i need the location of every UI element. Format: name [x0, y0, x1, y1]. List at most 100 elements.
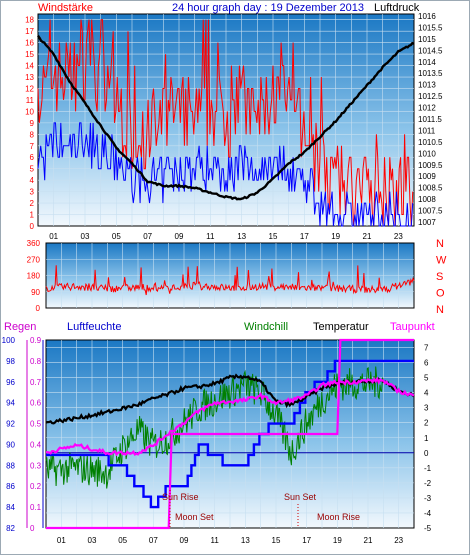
wind-x-tick-label: 17 [300, 232, 309, 241]
wind-x-tick-label: 01 [49, 232, 58, 241]
wind-average-bars [37, 122, 414, 227]
humidity-axis-ticks: 100 98 96 94 92 90 88 86 84 82 [2, 336, 16, 533]
bottom-x-tick-label: 23 [394, 536, 403, 545]
wind-left-tick-label: 12 [25, 84, 34, 93]
bottom-x-tick-label: 15 [272, 536, 281, 545]
wind-x-axis-ticks: 01 03 05 07 09 11 13 15 17 19 21 23 [49, 232, 403, 241]
bottom-x-tick-label: 11 [211, 536, 220, 545]
humidity-line [46, 359, 414, 509]
bottom-x-tick-label: 05 [118, 536, 127, 545]
pressure-right-axis-ticks: 1016 1015.5 1015 1014.5 1014 1013.5 1013 1012.5… [418, 12, 443, 227]
temperature-tick-label: 4 [424, 389, 429, 398]
bottom-x-tick-label: 17 [302, 536, 311, 545]
pressure-right-tick-label: 1013.5 [418, 69, 443, 78]
humidity-tick-label: 94 [6, 399, 15, 408]
wind-left-tick-label: 4 [30, 176, 35, 185]
wind-direction-line [45, 265, 415, 296]
wind-left-tick-label: 18 [25, 16, 34, 25]
pressure-right-tick-label: 1016 [418, 12, 436, 21]
dewpoint-line [45, 376, 415, 457]
humidity-tick-label: 90 [6, 440, 15, 449]
pressure-right-tick-label: 1011.5 [418, 115, 442, 124]
bottom-x-tick-label: 07 [149, 536, 158, 545]
compass-label: O [436, 288, 445, 300]
wind-left-tick-label: 1 [30, 211, 35, 220]
rain-line [46, 338, 414, 530]
compass-label: N [436, 238, 444, 250]
bottom-x-tick-label: 19 [333, 536, 342, 545]
temperature-tick-label: 7 [424, 344, 429, 353]
regen-tick-label: 0.6 [30, 399, 42, 408]
wind-left-tick-label: 16 [25, 39, 34, 48]
pressure-line [37, 35, 415, 201]
direction-left-axis-ticks: 360 270 180 90 0 [27, 239, 41, 313]
bottom-x-tick-label: 01 [57, 536, 66, 545]
wind-left-tick-label: 17 [25, 27, 34, 36]
direction-left-tick-label: 270 [27, 255, 41, 264]
regen-tick-label: 0.1 [30, 503, 42, 512]
temperature-tick-label: 1 [424, 434, 429, 443]
temperature-tick-label: 6 [424, 359, 429, 368]
wind-x-tick-label: 21 [363, 232, 372, 241]
pressure-right-tick-label: 1015 [418, 35, 436, 44]
regen-tick-label: 0 [30, 524, 35, 533]
wind-left-tick-label: 15 [25, 50, 34, 59]
direction-left-tick-label: 0 [36, 304, 41, 313]
wind-x-tick-label: 13 [237, 232, 246, 241]
legend-temperatur: Temperatur [313, 321, 369, 333]
wind-left-tick-label: 11 [26, 96, 35, 105]
pressure-right-tick-label: 1007 [418, 218, 436, 227]
bottom-x-axis-ticks: 01 03 05 07 09 11 13 15 17 19 21 23 [57, 536, 404, 545]
wind-x-tick-label: 09 [175, 232, 184, 241]
wind-left-tick-label: 0 [30, 222, 35, 231]
wind-left-tick-label: 13 [25, 73, 34, 82]
pressure-right-tick-label: 1012 [418, 104, 436, 113]
wind-average-trace [37, 122, 414, 227]
wind-x-tick-label: 03 [81, 232, 90, 241]
legend-windchill: Windchill [244, 321, 288, 333]
windchill-line [45, 366, 384, 489]
humidity-tick-label: 86 [6, 482, 15, 491]
wind-left-tick-label: 8 [30, 130, 35, 139]
regen-tick-label: 0.3 [30, 461, 42, 470]
wind-x-tick-label: 11 [206, 232, 215, 241]
humidity-tick-label: 88 [6, 461, 15, 470]
pressure-right-tick-label: 1007.5 [418, 207, 443, 216]
direction-left-tick-label: 360 [27, 239, 41, 248]
header-luftdruck-label: Luftdruck [374, 2, 420, 14]
direction-left-tick-label: 180 [27, 272, 41, 281]
bottom-x-tick-label: 21 [364, 536, 373, 545]
compass-label: W [436, 255, 447, 267]
regen-tick-label: 0.5 [30, 420, 42, 429]
sun-set-label: Sun Set [284, 492, 317, 502]
humidity-tick-label: 82 [6, 524, 15, 533]
wind-gust-bars [37, 19, 414, 227]
header-windstaerke-label: Windstärke [38, 2, 93, 14]
wind-x-tick-label: 15 [269, 232, 278, 241]
wind-left-tick-label: 5 [30, 165, 35, 174]
bottom-x-tick-label: 13 [241, 536, 250, 545]
pressure-right-tick-label: 1008.5 [418, 184, 443, 193]
temperature-humidity-panel: Sun Rise Sun Set Moon Set Moon Rise 0.90… [2, 336, 432, 545]
pressure-right-tick-label: 1010 [418, 149, 436, 158]
regen-tick-label: 0.9 [30, 336, 42, 345]
wind-left-tick-label: 6 [30, 153, 35, 162]
pressure-right-tick-label: 1009 [418, 172, 436, 181]
temperature-axis-ticks: 7 6 5 4 3 2 1 0 -1 -2 -3 -4 -5 [424, 344, 432, 533]
compass-label: N [436, 304, 444, 316]
temperature-tick-label: -5 [424, 524, 432, 533]
wind-x-tick-label: 23 [394, 232, 403, 241]
bottom-x-tick-label: 09 [180, 536, 189, 545]
wind-left-tick-label: 2 [30, 199, 35, 208]
pressure-right-tick-label: 1014.5 [418, 46, 443, 55]
direction-left-tick-label: 90 [31, 288, 40, 297]
regen-tick-label: 0.4 [30, 440, 42, 449]
legend-luftfeuchte: Luftfeuchte [67, 321, 121, 333]
temperature-tick-label: -1 [424, 464, 432, 473]
temperature-tick-label: 2 [424, 419, 429, 428]
legend-regen: Regen [4, 321, 36, 333]
wind-left-tick-label: 10 [25, 107, 34, 116]
temperature-tick-label: -4 [424, 509, 432, 518]
